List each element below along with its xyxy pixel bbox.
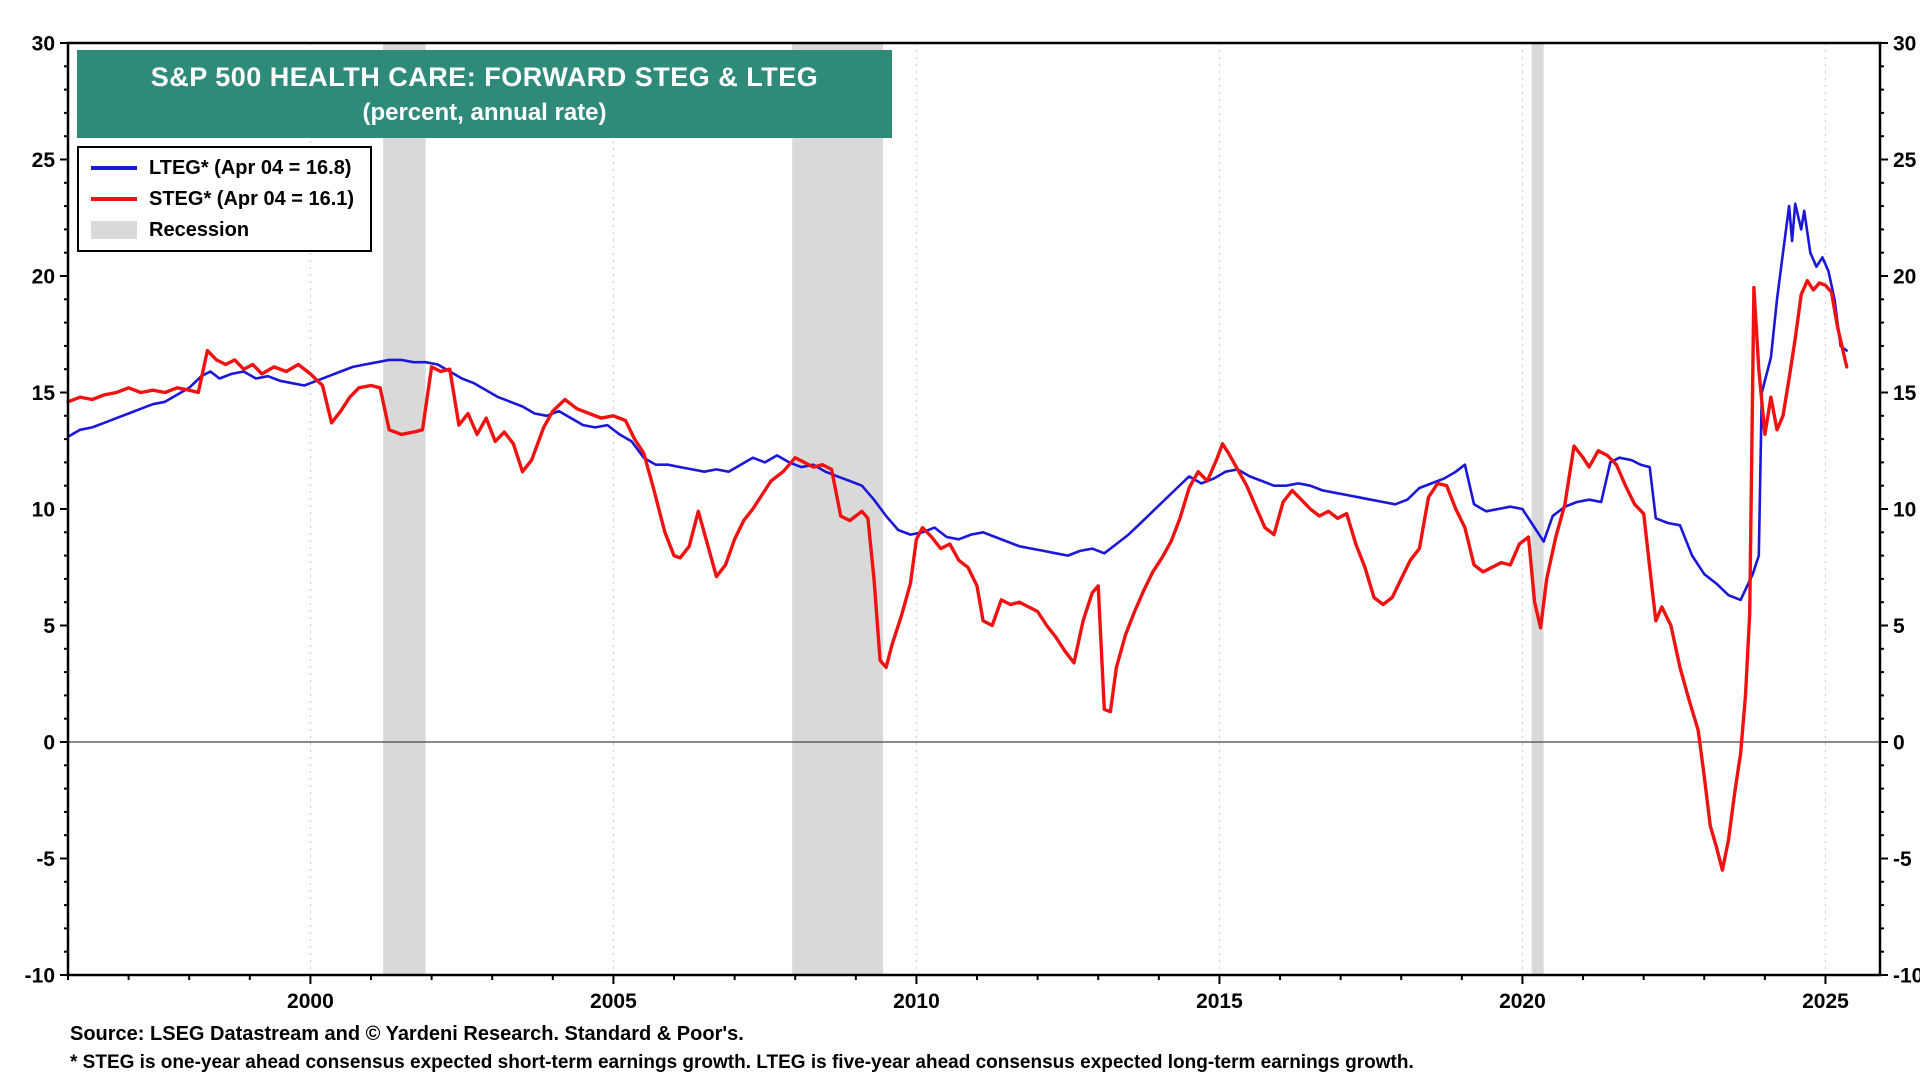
y-axis-label-right: 20 — [1893, 265, 1916, 288]
x-axis-label: 2015 — [1196, 990, 1243, 1013]
y-axis-label-left: 10 — [32, 498, 55, 521]
footnote-text: * STEG is one-year ahead consensus expec… — [70, 1052, 1414, 1073]
legend-label-lteg: LTEG* (Apr 04 = 16.8) — [149, 156, 352, 179]
recession-band-swatch — [91, 221, 137, 239]
steg-line — [66, 279, 1849, 872]
x-axis-label: 2020 — [1499, 990, 1546, 1013]
legend-item-lteg: LTEG* (Apr 04 = 16.8) — [91, 155, 354, 181]
lteg-line — [66, 202, 1848, 602]
x-axis-label: 2025 — [1802, 990, 1849, 1013]
y-axis-label-right: 10 — [1893, 498, 1916, 521]
y-axis-label-right: -10 — [1893, 964, 1920, 987]
steg-line-swatch — [91, 197, 137, 201]
chart-title-box: S&P 500 HEALTH CARE: FORWARD STEG & LTEG… — [77, 50, 892, 138]
chart-subtitle: (percent, annual rate) — [362, 98, 607, 126]
y-axis-label-left: 5 — [43, 615, 55, 638]
y-axis-label-left: -10 — [25, 964, 55, 987]
chart-title: S&P 500 HEALTH CARE: FORWARD STEG & LTEG — [150, 61, 819, 92]
legend: LTEG* (Apr 04 = 16.8) STEG* (Apr 04 = 16… — [77, 146, 373, 252]
y-axis-label-left: 0 — [43, 731, 55, 754]
recession-band — [1531, 43, 1544, 975]
y-axis-label-left: -5 — [36, 848, 55, 871]
y-axis-label-right: 30 — [1893, 32, 1916, 55]
x-axis-label: 2005 — [590, 990, 637, 1013]
lteg-line-swatch — [91, 166, 137, 170]
y-axis-label-left: 15 — [32, 382, 56, 405]
y-axis-label-right: 5 — [1893, 615, 1905, 638]
legend-label-recession: Recession — [149, 218, 250, 241]
y-axis-label-right: 25 — [1893, 149, 1917, 172]
y-axis-label-left: 20 — [32, 265, 55, 288]
y-axis-label-right: 0 — [1893, 731, 1905, 754]
recession-band — [383, 43, 426, 975]
y-axis-label-left: 25 — [32, 149, 56, 172]
legend-item-recession: Recession — [91, 217, 354, 243]
y-axis-label-right: -5 — [1893, 848, 1912, 871]
x-axis-label: 2000 — [287, 990, 334, 1013]
y-axis-label-left: 30 — [32, 32, 55, 55]
source-text: Source: LSEG Datastream and © Yardeni Re… — [70, 1023, 744, 1045]
legend-label-steg: STEG* (Apr 04 = 16.1) — [149, 187, 355, 210]
y-axis-label-right: 15 — [1893, 382, 1917, 405]
legend-item-steg: STEG* (Apr 04 = 16.1) — [91, 186, 354, 212]
x-axis-label: 2010 — [893, 990, 940, 1013]
